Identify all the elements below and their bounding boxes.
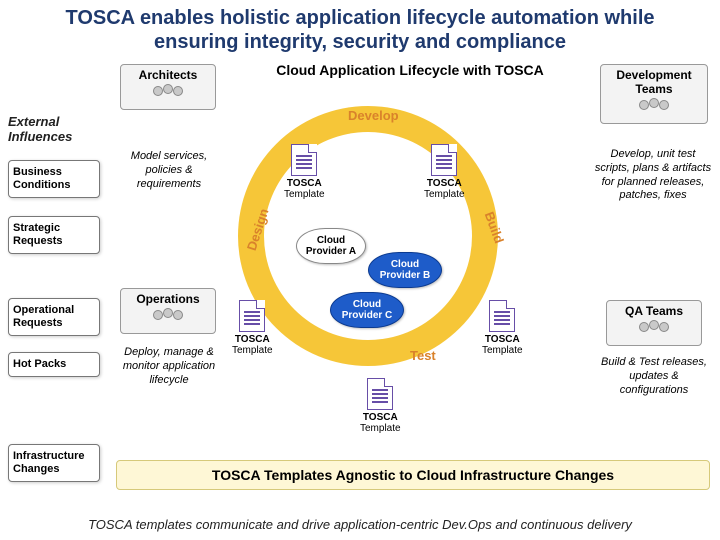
phase-test: Test (410, 348, 436, 363)
tosca-template-top-left: TOSCATemplate (284, 144, 325, 200)
side-box-hotpacks: Hot Packs (8, 352, 100, 377)
document-icon (431, 144, 457, 176)
phase-develop: Develop (348, 108, 399, 123)
document-icon (291, 144, 317, 176)
desc-architects: Model services, policies & requirements (114, 150, 224, 191)
desc-operations: Deploy, manage & monitor application lif… (114, 346, 224, 387)
tosca-template-bottom: TOSCATemplate (360, 378, 401, 434)
people-icon (637, 98, 671, 120)
title-line1: TOSCA enables holistic application lifec… (65, 7, 654, 29)
agnostic-bar: TOSCA Templates Agnostic to Cloud Infras… (116, 460, 710, 490)
external-influences-label: External Influences (8, 114, 72, 144)
cloud-provider-c: Cloud Provider C (330, 292, 404, 328)
role-dev-teams: Development Teams (600, 64, 708, 124)
role-operations: Operations (120, 288, 216, 334)
footer-text: TOSCA templates communicate and drive ap… (0, 517, 720, 532)
desc-dev-teams: Develop, unit test scripts, plans & arti… (594, 148, 712, 203)
lifecycle-title: Cloud Application Lifecycle with TOSCA (220, 62, 600, 78)
tosca-template-top-right: TOSCATemplate (424, 144, 465, 200)
document-icon (367, 378, 393, 410)
side-box-strategic: Strategic Requests (8, 216, 100, 254)
role-architects: Architects (120, 64, 216, 110)
document-icon (489, 300, 515, 332)
document-icon (239, 300, 265, 332)
cloud-provider-a: Cloud Provider A (296, 228, 366, 264)
title-line2: ensuring integrity, security and complia… (154, 31, 566, 53)
tosca-template-right: TOSCATemplate (482, 300, 523, 356)
cloud-provider-b: Cloud Provider B (368, 252, 442, 288)
side-box-operational: Operational Requests (8, 298, 100, 336)
page-title: TOSCA enables holistic application lifec… (0, 6, 720, 54)
side-box-business: Business Conditions (8, 160, 100, 198)
people-icon (151, 84, 185, 106)
tosca-template-left: TOSCATemplate (232, 300, 273, 356)
role-qa-teams: QA Teams (606, 300, 702, 346)
people-icon (151, 308, 185, 330)
side-box-infra: Infrastructure Changes (8, 444, 100, 482)
people-icon (637, 320, 671, 342)
desc-qa-teams: Build & Test releases, updates & configu… (596, 356, 712, 397)
